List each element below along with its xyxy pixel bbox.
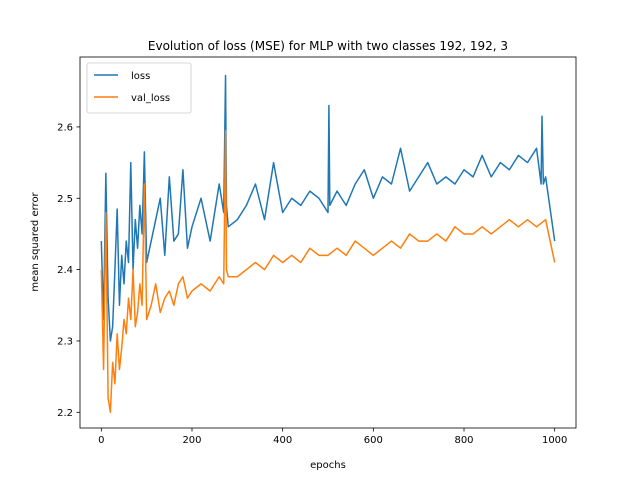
x-axis: 0 200 400 600 800 1000 (98, 428, 567, 446)
legend-label-val-loss: val_loss (131, 93, 170, 104)
plot-frame (79, 56, 577, 429)
x-tick-label: 400 (273, 435, 292, 446)
legend: loss val_loss (86, 62, 192, 114)
y-tick-label: 2.3 (57, 336, 73, 347)
x-tick-label: 1000 (542, 435, 567, 446)
y-tick-label: 2.2 (57, 408, 73, 419)
y-axis: 2.2 2.3 2.4 2.5 2.6 (57, 122, 80, 419)
y-tick-label: 2.4 (57, 265, 73, 276)
x-axis-label: epochs (310, 460, 346, 471)
series-layer (100, 74, 556, 414)
x-tick-label: 200 (182, 435, 201, 446)
legend-label-loss: loss (131, 71, 150, 82)
plot-background (80, 57, 576, 428)
plot-area (79, 56, 577, 429)
series-line-val-loss (100, 129, 556, 414)
chart-title: Evolution of loss (MSE) for MLP with two… (148, 39, 508, 53)
x-tick-label: 800 (454, 435, 473, 446)
x-tick-label: 0 (98, 435, 104, 446)
y-tick-label: 2.6 (57, 122, 73, 133)
y-tick-label: 2.5 (57, 194, 73, 205)
x-tick-label: 600 (364, 435, 383, 446)
series-line-loss (100, 74, 556, 342)
y-axis-label: mean squared error (30, 191, 41, 291)
